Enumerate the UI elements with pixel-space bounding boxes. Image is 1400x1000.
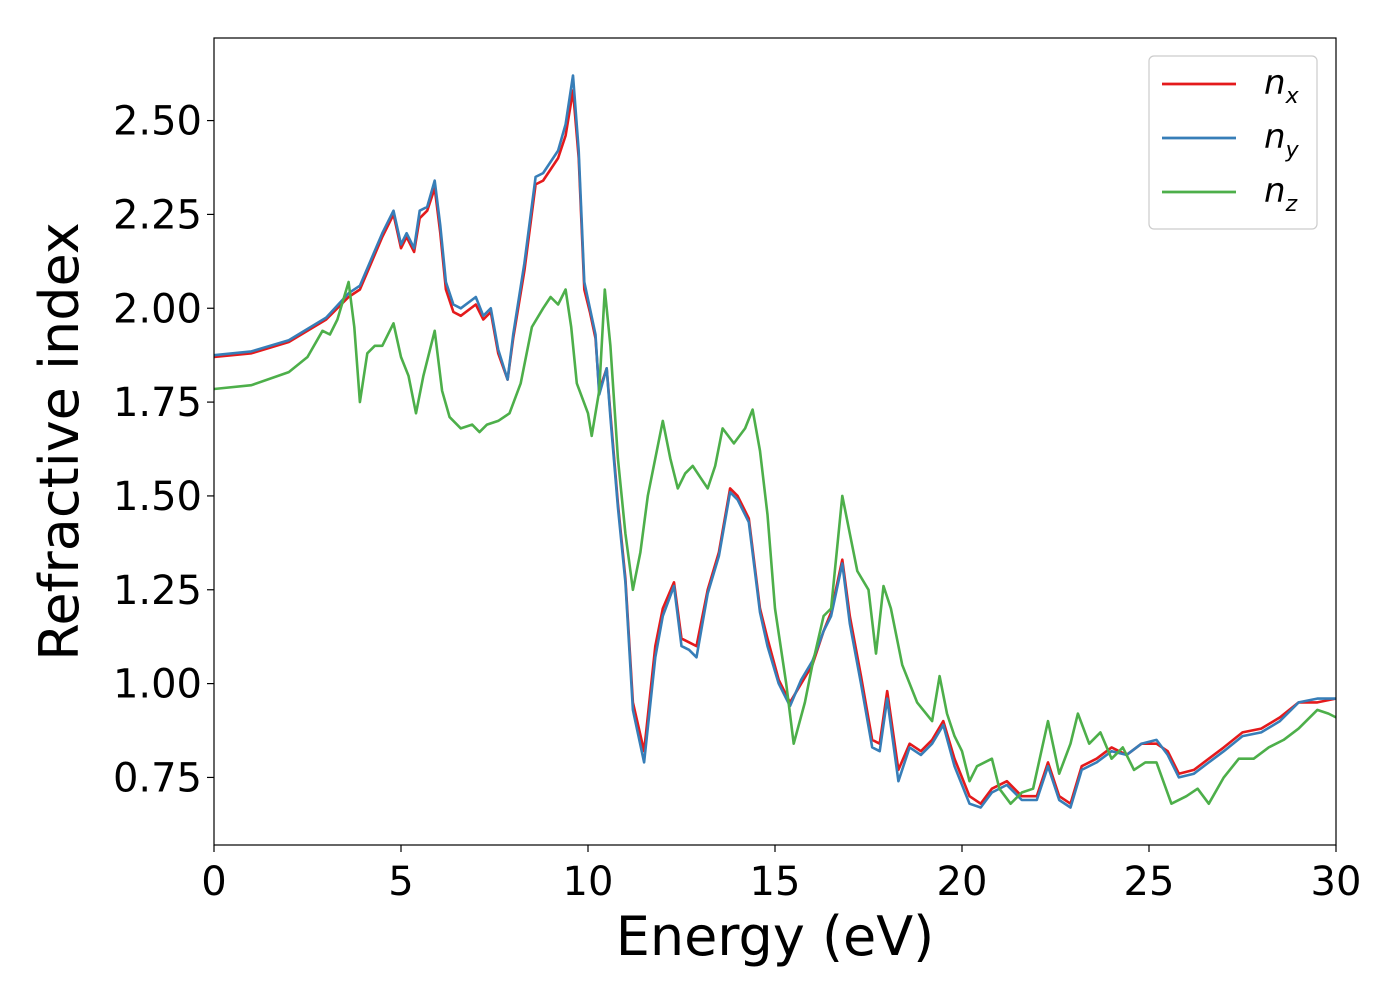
y-tick-label: 2.00 — [113, 286, 202, 332]
x-tick-label: 30 — [1311, 859, 1362, 905]
series-line-n-y — [214, 74, 1336, 809]
legend-label-n-z: nz — [1264, 171, 1298, 217]
x-tick-label: 15 — [750, 859, 801, 905]
legend-box — [1148, 55, 1318, 230]
series-line-n-z — [214, 280, 1336, 805]
y-tick-label: 1.50 — [113, 474, 202, 520]
legend-label-n-y: ny — [1264, 117, 1300, 163]
ticks-layer: 0 5 10 15 20 25 30 0.75 1.00 1.25 1.50 1.75 2.00 2.25… — [113, 99, 1362, 905]
legend: nx ny nz — [1148, 55, 1318, 230]
y-tick-label: 2.50 — [113, 99, 202, 145]
x-tick-label: 5 — [388, 859, 413, 905]
y-tick-label: 1.75 — [113, 380, 202, 426]
legend-label-n-x: nx — [1264, 63, 1300, 109]
x-tick-label: 25 — [1124, 859, 1175, 905]
y-axis-label: Refractive index — [28, 222, 91, 661]
x-axis-label: Energy (eV) — [616, 905, 935, 968]
y-tick-label: 1.00 — [113, 662, 202, 708]
series-layer — [214, 74, 1336, 809]
y-tick-label: 2.25 — [113, 192, 202, 238]
x-tick-label: 0 — [201, 859, 226, 905]
x-tick-label: 20 — [937, 859, 988, 905]
x-tick-label: 10 — [563, 859, 614, 905]
y-tick-label: 1.25 — [113, 568, 202, 614]
y-tick-label: 0.75 — [113, 755, 202, 801]
